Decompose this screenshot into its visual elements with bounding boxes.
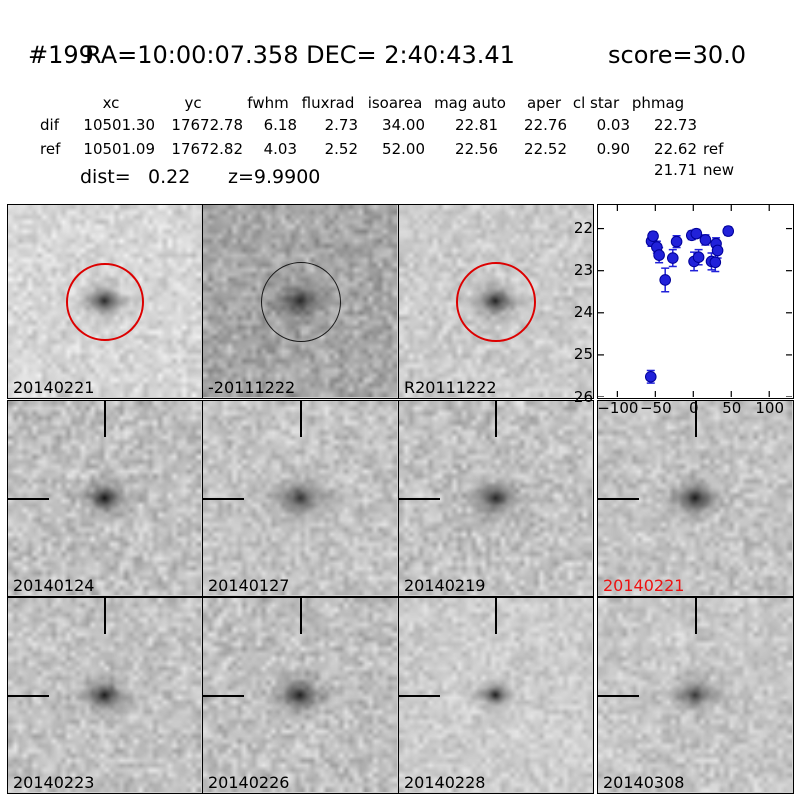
panel-date-label: R20111222 [404, 378, 497, 397]
cell-mag-auto: 22.56 [455, 140, 498, 158]
crosshair-tick-top [299, 401, 302, 437]
column-header-cl-star: cl star [572, 94, 620, 112]
column-header-isoarea: isoarea [367, 94, 423, 112]
data-point [644, 370, 657, 383]
cutout-panel-epoch: 20140223 [7, 597, 203, 794]
panel-date-label: 20140127 [208, 576, 290, 595]
candidate-id: #199 [28, 41, 94, 69]
data-point [670, 235, 683, 248]
data-point [690, 227, 703, 240]
data-point [692, 251, 705, 264]
cutout-panel-sub: -20111222 [202, 204, 399, 399]
crosshair-tick-top [104, 598, 106, 634]
panel-date-label: 20140221 [13, 378, 95, 397]
crosshair-tick-top [104, 401, 106, 437]
table-row-ref: ref 10501.09 17672.82 4.03 2.52 52.00 22… [0, 140, 800, 158]
crosshair-tick-left [203, 497, 244, 500]
cell-phmag-new: 21.71 [654, 161, 697, 179]
crosshair-tick-top [694, 401, 697, 437]
data-point [711, 244, 724, 257]
row-label: dif [40, 116, 59, 134]
table-row-new-phmag: 21.71 new [0, 161, 800, 179]
crosshair-tick-left [598, 497, 639, 500]
cell-phmag: 22.73 [654, 116, 697, 134]
column-header-fwhm: fwhm [247, 94, 289, 112]
cell-fluxrad: 2.73 [324, 116, 358, 134]
data-point [722, 225, 735, 237]
data-point [659, 274, 671, 286]
cutout-panel-epoch-current: 20140221 [597, 400, 794, 597]
dist-label: dist= [80, 166, 131, 188]
column-header-yc: yc [184, 94, 202, 112]
column-header-mag-auto: mag auto [434, 94, 506, 112]
cell-aper: 22.52 [524, 140, 567, 158]
cutout-panel-ref: R20111222 [398, 204, 594, 399]
score-text: score=30.0 [608, 41, 747, 69]
cutout-panel-epoch: 20140308 [597, 597, 794, 794]
cell-xc: 10501.09 [83, 140, 155, 158]
cutout-panel-epoch: 20140219 [398, 400, 594, 597]
panel-date-label: 20140124 [13, 576, 95, 595]
cell-cl-star: 0.03 [596, 116, 630, 134]
dist-value: 0.22 [148, 166, 191, 188]
cell-xc: 10501.30 [83, 116, 155, 134]
row-label: ref [40, 140, 61, 158]
column-header-fluxrad: fluxrad [301, 94, 355, 112]
crosshair-tick-left [399, 497, 440, 500]
coordinates-text: RA=10:00:07.358 DEC= 2:40:43.41 [85, 41, 515, 69]
aperture-circle [66, 262, 144, 341]
data-point [666, 252, 679, 264]
panel-date-label: 20140308 [603, 773, 685, 792]
data-point [709, 256, 722, 269]
crosshair-tick-left [8, 497, 49, 500]
crosshair-tick-left [8, 694, 49, 697]
cell-phmag: 22.62 [654, 140, 697, 158]
column-header-aper: aper [526, 94, 562, 112]
crosshair-tick-top [299, 598, 302, 634]
panel-date-label: 20140221 [603, 576, 685, 595]
dist-z-line: dist= 0.22 z=9.9900 [0, 166, 800, 188]
crosshair-tick-left [598, 694, 639, 697]
cell-yc: 17672.78 [171, 116, 243, 134]
cell-suffix: ref [703, 140, 724, 158]
lightcurve-plot [597, 204, 794, 399]
panel-date-label: 20140223 [13, 773, 95, 792]
data-point [653, 249, 665, 261]
cell-mag-auto: 22.81 [455, 116, 498, 134]
panel-date-label: 20140228 [404, 773, 486, 792]
panel-date-label: 20140226 [208, 773, 290, 792]
aperture-circle [260, 261, 341, 342]
table-row-dif: dif 10501.30 17672.78 6.18 2.73 34.00 22… [0, 116, 800, 134]
cell-isoarea: 52.00 [382, 140, 425, 158]
cell-aper: 22.76 [524, 116, 567, 134]
cutout-panel-epoch: 20140127 [202, 400, 399, 597]
cell-fwhm: 4.03 [263, 140, 297, 158]
cutout-panel-new: 20140221 [7, 204, 203, 399]
data-point [699, 234, 712, 246]
crosshair-tick-top [495, 401, 497, 437]
data-point [647, 230, 659, 242]
panel-date-label: 20140219 [404, 576, 486, 595]
cell-yc: 17672.82 [171, 140, 243, 158]
column-header-phmag: phmag [631, 94, 685, 112]
cell-fluxrad: 2.52 [324, 140, 358, 158]
lightcurve-canvas [598, 205, 792, 397]
table-header-row: xc yc fwhm fluxrad isoarea mag auto aper… [0, 94, 800, 112]
crosshair-tick-top [694, 598, 697, 634]
cutout-panel-epoch: 20140228 [398, 597, 594, 794]
cell-isoarea: 34.00 [382, 116, 425, 134]
cell-suffix: new [703, 161, 735, 179]
cutout-panel-epoch: 20140124 [7, 400, 203, 597]
crosshair-tick-top [495, 598, 497, 634]
panel-date-label: -20111222 [208, 378, 296, 397]
cutout-panel-epoch: 20140226 [202, 597, 399, 794]
crosshair-tick-left [203, 694, 244, 697]
cell-fwhm: 6.18 [263, 116, 297, 134]
column-header-xc: xc [102, 94, 120, 112]
aperture-circle [456, 261, 536, 342]
redshift-text: z=9.9900 [228, 166, 321, 188]
cell-cl-star: 0.90 [596, 140, 630, 158]
crosshair-tick-left [399, 694, 440, 697]
